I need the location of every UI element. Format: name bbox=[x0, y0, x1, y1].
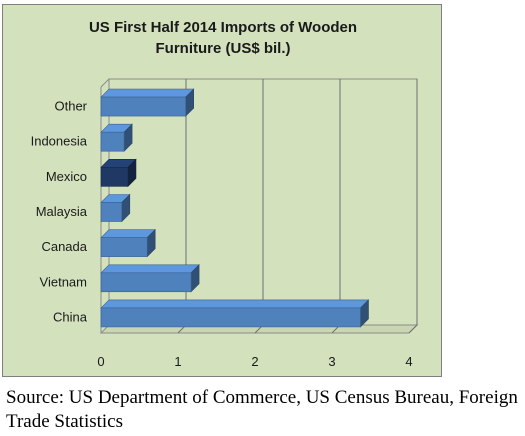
chart-title: US First Half 2014 Imports of Wooden Fur… bbox=[88, 19, 358, 57]
bar-front-face bbox=[100, 272, 192, 293]
bar-malaysia bbox=[100, 193, 131, 223]
category-label: Canada bbox=[41, 239, 87, 254]
bar-front-face bbox=[100, 96, 186, 117]
bar-front-face bbox=[100, 237, 148, 257]
bar-top-face bbox=[100, 264, 200, 274]
bar-front-face bbox=[100, 167, 129, 187]
x-tick-label: 2 bbox=[251, 354, 258, 369]
bar-canada bbox=[100, 228, 156, 258]
bar-chart-plot: Other Indonesia Mexico Malaysia Canada Vietna… bbox=[31, 78, 419, 369]
category-labels: Other Indonesia Mexico Malaysia Canada Vietna… bbox=[31, 99, 88, 325]
bar-front-face bbox=[100, 131, 125, 152]
source-note: Source: US Department of Commerce, US Ce… bbox=[6, 387, 518, 432]
x-tick-label: 3 bbox=[328, 354, 335, 369]
x-tick-labels: 0 1 2 3 4 bbox=[97, 354, 412, 369]
bar-top-face bbox=[100, 299, 370, 309]
bar-other bbox=[100, 88, 195, 117]
bar-indonesia bbox=[100, 123, 133, 152]
bar-front-face bbox=[100, 307, 361, 328]
x-tick-label: 0 bbox=[97, 354, 104, 369]
plot-walls bbox=[99, 78, 419, 334]
category-label: Indonesia bbox=[31, 134, 88, 149]
x-tick-label: 1 bbox=[174, 354, 181, 369]
bar-front-face bbox=[100, 202, 123, 222]
grid-lines bbox=[177, 79, 418, 334]
side-wall-top bbox=[100, 78, 110, 88]
category-label: Mexico bbox=[46, 169, 87, 184]
category-label: Vietnam bbox=[40, 274, 87, 289]
bar-mexico bbox=[100, 158, 137, 188]
bar-china bbox=[100, 299, 370, 328]
category-label: China bbox=[53, 309, 88, 324]
x-tick-label: 4 bbox=[405, 354, 412, 369]
bars bbox=[100, 88, 370, 328]
chart-frame: US First Half 2014 Imports of Wooden Fur… bbox=[2, 4, 442, 377]
bar-vietnam bbox=[100, 264, 200, 293]
bar-top-face bbox=[100, 88, 195, 98]
category-label: Other bbox=[54, 99, 87, 114]
gridline-floor bbox=[408, 324, 418, 334]
category-label: Malaysia bbox=[36, 204, 88, 219]
bar-top-face bbox=[100, 229, 156, 238]
